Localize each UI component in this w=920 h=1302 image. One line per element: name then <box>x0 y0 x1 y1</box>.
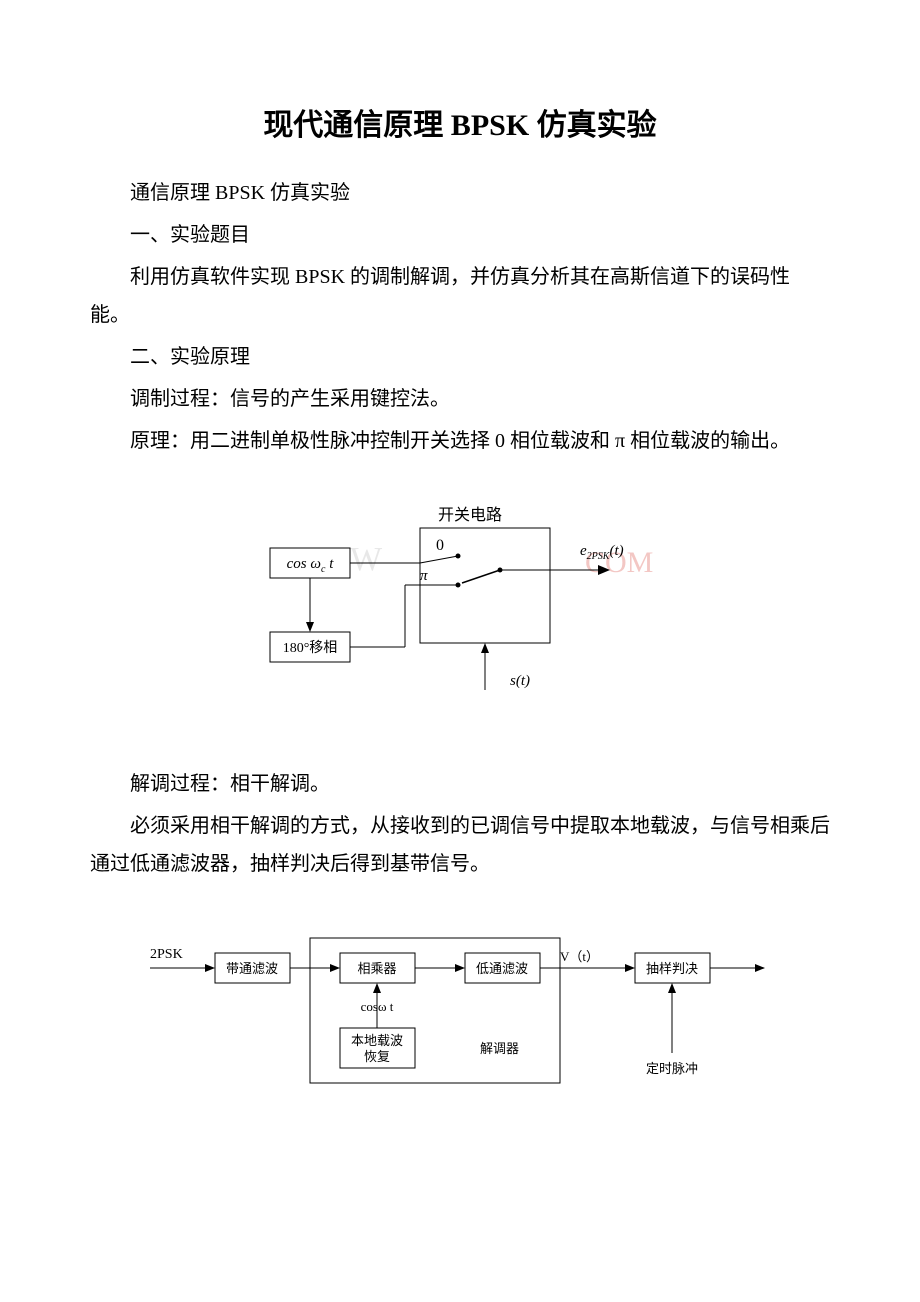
modulation-diagram: W COM 开关电路 cos ωc t 0 180°移相 <box>90 500 830 725</box>
demod-label: 解调器 <box>480 1041 519 1056</box>
st-arrow <box>481 643 489 653</box>
para-3: 利用仿真软件实现 BPSK 的调制解调，并仿真分析其在高斯信道下的误码性能。 <box>90 258 830 334</box>
timing-label: 定时脉冲 <box>646 1061 698 1076</box>
contact-bottom <box>456 583 461 588</box>
page-title: 现代通信原理 BPSK 仿真实验 <box>90 100 830 144</box>
para-7: 解调过程：相干解调。 <box>90 765 830 803</box>
watermark-left: W <box>350 541 383 578</box>
a34 <box>625 964 635 972</box>
para-6: 原理：用二进制单极性脉冲控制开关选择 0 相位载波和 π 相位载波的输出。 <box>90 422 830 460</box>
local-line1: 本地载波 <box>351 1033 403 1048</box>
in-arrow <box>205 964 215 972</box>
a23 <box>455 964 465 972</box>
wiper <box>462 570 500 583</box>
box3-text: 低通滤波 <box>476 961 528 976</box>
pi-label: π <box>420 568 428 584</box>
a12 <box>330 964 340 972</box>
local-up-arrow <box>373 983 381 993</box>
box2-text: 相乘器 <box>357 961 396 976</box>
out2-arrow <box>755 964 765 972</box>
phase-text: 180°移相 <box>283 640 338 656</box>
para-4: 二、实验原理 <box>90 338 830 376</box>
vt-label: V（t） <box>560 949 599 964</box>
timing-arrow <box>668 983 676 993</box>
st-label: s(t) <box>510 673 530 689</box>
stub-top <box>420 556 458 563</box>
para-5: 调制过程：信号的产生采用键控法。 <box>90 380 830 418</box>
para-2: 一、实验题目 <box>90 216 830 254</box>
arrow-down <box>306 622 314 632</box>
switch-label: 开关电路 <box>438 506 502 524</box>
cos-text: cos ωc t <box>287 556 335 575</box>
para-8: 必须采用相干解调的方式，从接收到的已调信号中提取本地载波，与信号相乘后通过低通滤… <box>90 807 830 883</box>
local-line2: 恢复 <box>364 1049 390 1064</box>
box4-text: 抽样判决 <box>646 961 698 976</box>
demodulation-diagram: 2PSK 带通滤波 相乘器 低通滤波 V（t） 抽样判决 <box>90 923 830 1128</box>
in-label: 2PSK <box>150 947 183 962</box>
para-1: 通信原理 BPSK 仿真实验 <box>90 174 830 212</box>
zero-label: 0 <box>436 537 444 554</box>
box1-text: 带通滤波 <box>226 961 278 976</box>
demod-outer <box>310 938 560 1083</box>
